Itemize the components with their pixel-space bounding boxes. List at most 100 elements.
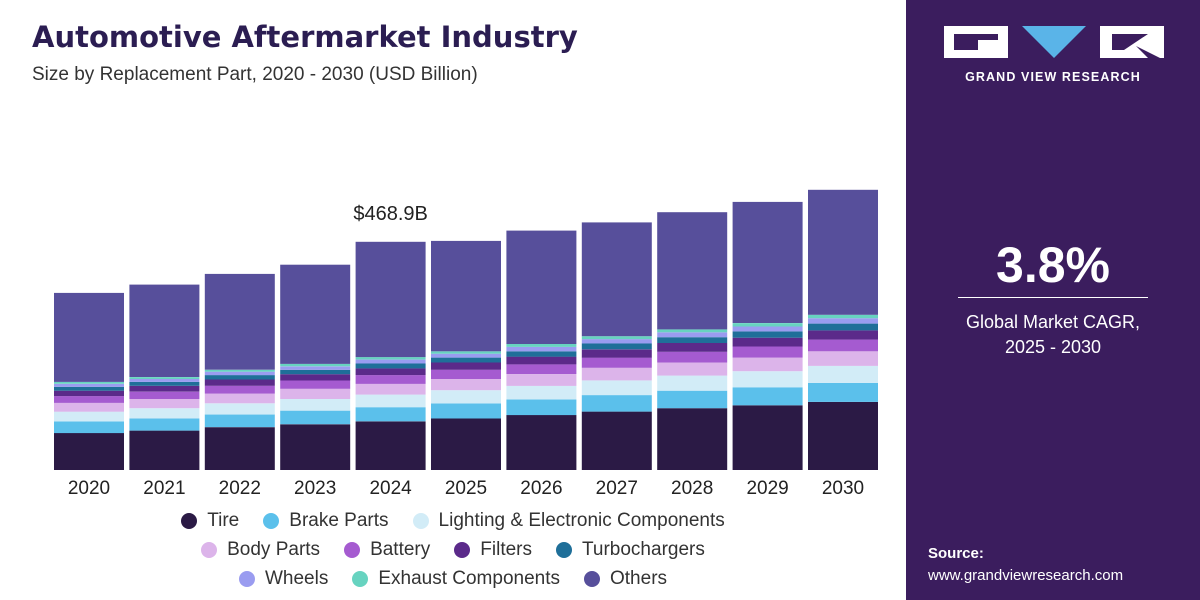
bar-2030-brake-parts (808, 382, 878, 402)
bar-2023-others (280, 264, 351, 364)
bar-2024-brake-parts (355, 407, 426, 422)
bar-2027-brake-parts (581, 395, 652, 412)
legend-label-filters: Filters (480, 538, 532, 560)
grand-view-research-logo-icon (944, 26, 1164, 58)
cagr-value: 3.8% (996, 237, 1110, 293)
legend-label-battery: Battery (370, 538, 431, 560)
cagr-divider (958, 297, 1148, 298)
legend-swatch-turbochargers (556, 541, 572, 558)
bar-2024-exhaust-components (355, 357, 426, 360)
bar-2030-tire (808, 401, 878, 470)
bar-2030-turbochargers (808, 323, 878, 331)
bar-2025-others (431, 240, 501, 352)
bar-2024-tire (355, 421, 426, 470)
legend-swatch-exhaust-components (352, 570, 369, 587)
bar-2023-lighting-electronic-components (280, 399, 351, 411)
bar-2026-tire (506, 415, 577, 470)
source-url[interactable]: www.grandviewresearch.com (928, 567, 1124, 584)
bar-2030-exhaust-components (808, 314, 878, 319)
bar-2021-others (129, 284, 200, 377)
bar-2028-turbochargers (657, 337, 728, 343)
bar-2024-filters (355, 368, 426, 376)
bar-2024-turbochargers (355, 363, 426, 369)
bar-2029-turbochargers (732, 331, 803, 338)
bar-2030-lighting-electronic-components (808, 365, 878, 383)
legend-swatch-battery (344, 541, 361, 558)
bar-2026-brake-parts (506, 399, 577, 416)
bar-2027-exhaust-components (581, 336, 652, 340)
bar-2022-turbochargers (204, 375, 275, 380)
legend-swatch-brake-parts (263, 512, 280, 529)
bar-2026-filters (506, 356, 577, 365)
bar-2029-lighting-electronic-components (732, 371, 803, 388)
bar-2030-battery (808, 339, 878, 352)
bar-2026-lighting-electronic-components (506, 385, 577, 400)
x-tick-label-2020: 2020 (68, 478, 110, 499)
bar-2022-brake-parts (204, 414, 275, 428)
bar-2020-turbochargers (54, 386, 124, 391)
bar-2028-body-parts (657, 362, 728, 376)
bar-2025-turbochargers (431, 357, 501, 363)
x-tick-label-2027: 2027 (596, 478, 638, 499)
bar-2030-filters (808, 330, 878, 340)
legend-item-battery: Battery (344, 539, 430, 561)
bar-2028-battery (657, 351, 728, 363)
cagr-label: Global Market CAGR, 2025 - 2030 (906, 310, 1200, 360)
bar-2021-turbochargers (129, 381, 200, 386)
bar-2022-battery (204, 385, 275, 394)
bar-2025-brake-parts (431, 403, 501, 419)
legend-item-lighting-electronic-components: Lighting & Electronic Components (412, 510, 725, 532)
bar-2021-filters (129, 385, 200, 392)
x-tick-label-2029: 2029 (746, 478, 788, 499)
legend-label-others: Others (610, 567, 668, 589)
logo-text: GRAND VIEW RESEARCH (965, 70, 1141, 84)
bar-2021-battery (129, 391, 200, 399)
bar-2020-battery (54, 396, 124, 403)
bar-2028-tire (657, 408, 728, 470)
bar-2028-filters (657, 343, 728, 352)
bar-2023-brake-parts (280, 410, 351, 425)
bar-2029-battery (732, 346, 803, 358)
chart-panel: Automotive Aftermarket Industry Size by … (0, 20, 906, 593)
cagr-label-line1: Global Market CAGR, (965, 312, 1141, 332)
x-tick-label-2021: 2021 (143, 478, 185, 499)
bar-2022-exhaust-components (204, 369, 275, 372)
bar-2025-exhaust-components (431, 351, 501, 354)
bar-2030-body-parts (808, 351, 878, 366)
bar-2029-filters (732, 337, 803, 347)
bar-2023-wheels (280, 366, 351, 370)
bar-2025-wheels (431, 353, 501, 358)
bar-2025-tire (431, 418, 501, 470)
chart-legend: Tire Brake Parts Lighting & Electronic Com… (0, 506, 906, 593)
legend-item-tire: Tire (181, 510, 239, 532)
legend-label-brake-parts: Brake Parts (289, 509, 389, 531)
bar-2028-wheels (657, 332, 728, 338)
bar-2026-turbochargers (506, 351, 577, 357)
source-label: Source: (928, 545, 984, 562)
bar-2028-lighting-electronic-components (657, 375, 728, 391)
bar-2020-exhaust-components (54, 381, 124, 384)
legend-row: Body Parts Battery Filters Turbochargers (0, 535, 906, 564)
legend-label-wheels: Wheels (264, 567, 329, 589)
legend-swatch-tire (181, 512, 198, 529)
bar-2021-wheels (129, 379, 200, 382)
legend-label-tire: Tire (207, 509, 240, 531)
bar-2026-body-parts (506, 374, 577, 386)
bar-2024-wheels (355, 359, 426, 364)
bar-2020-wheels (54, 383, 124, 387)
legend-label-body-parts: Body Parts (227, 538, 321, 560)
legend-label-exhaust-components: Exhaust Components (378, 567, 560, 589)
bar-2020-others (54, 292, 124, 382)
bar-2026-wheels (506, 346, 577, 352)
stacked-bar-chart: 2020 2021 2022 2023 2024 $468.9B 2025 2026 2027 2… (54, 189, 878, 499)
bar-2027-tire (581, 411, 652, 470)
bar-2030-others (808, 189, 878, 315)
bar-2027-turbochargers (581, 343, 652, 350)
bar-2021-exhaust-components (129, 377, 200, 379)
bar-2029-exhaust-components (732, 323, 803, 327)
bar-2026-others (506, 230, 577, 344)
x-tick-label-2023: 2023 (294, 478, 336, 499)
bar-2023-battery (280, 380, 351, 389)
legend-row: Tire Brake Parts Lighting & Electronic Com… (0, 506, 906, 535)
